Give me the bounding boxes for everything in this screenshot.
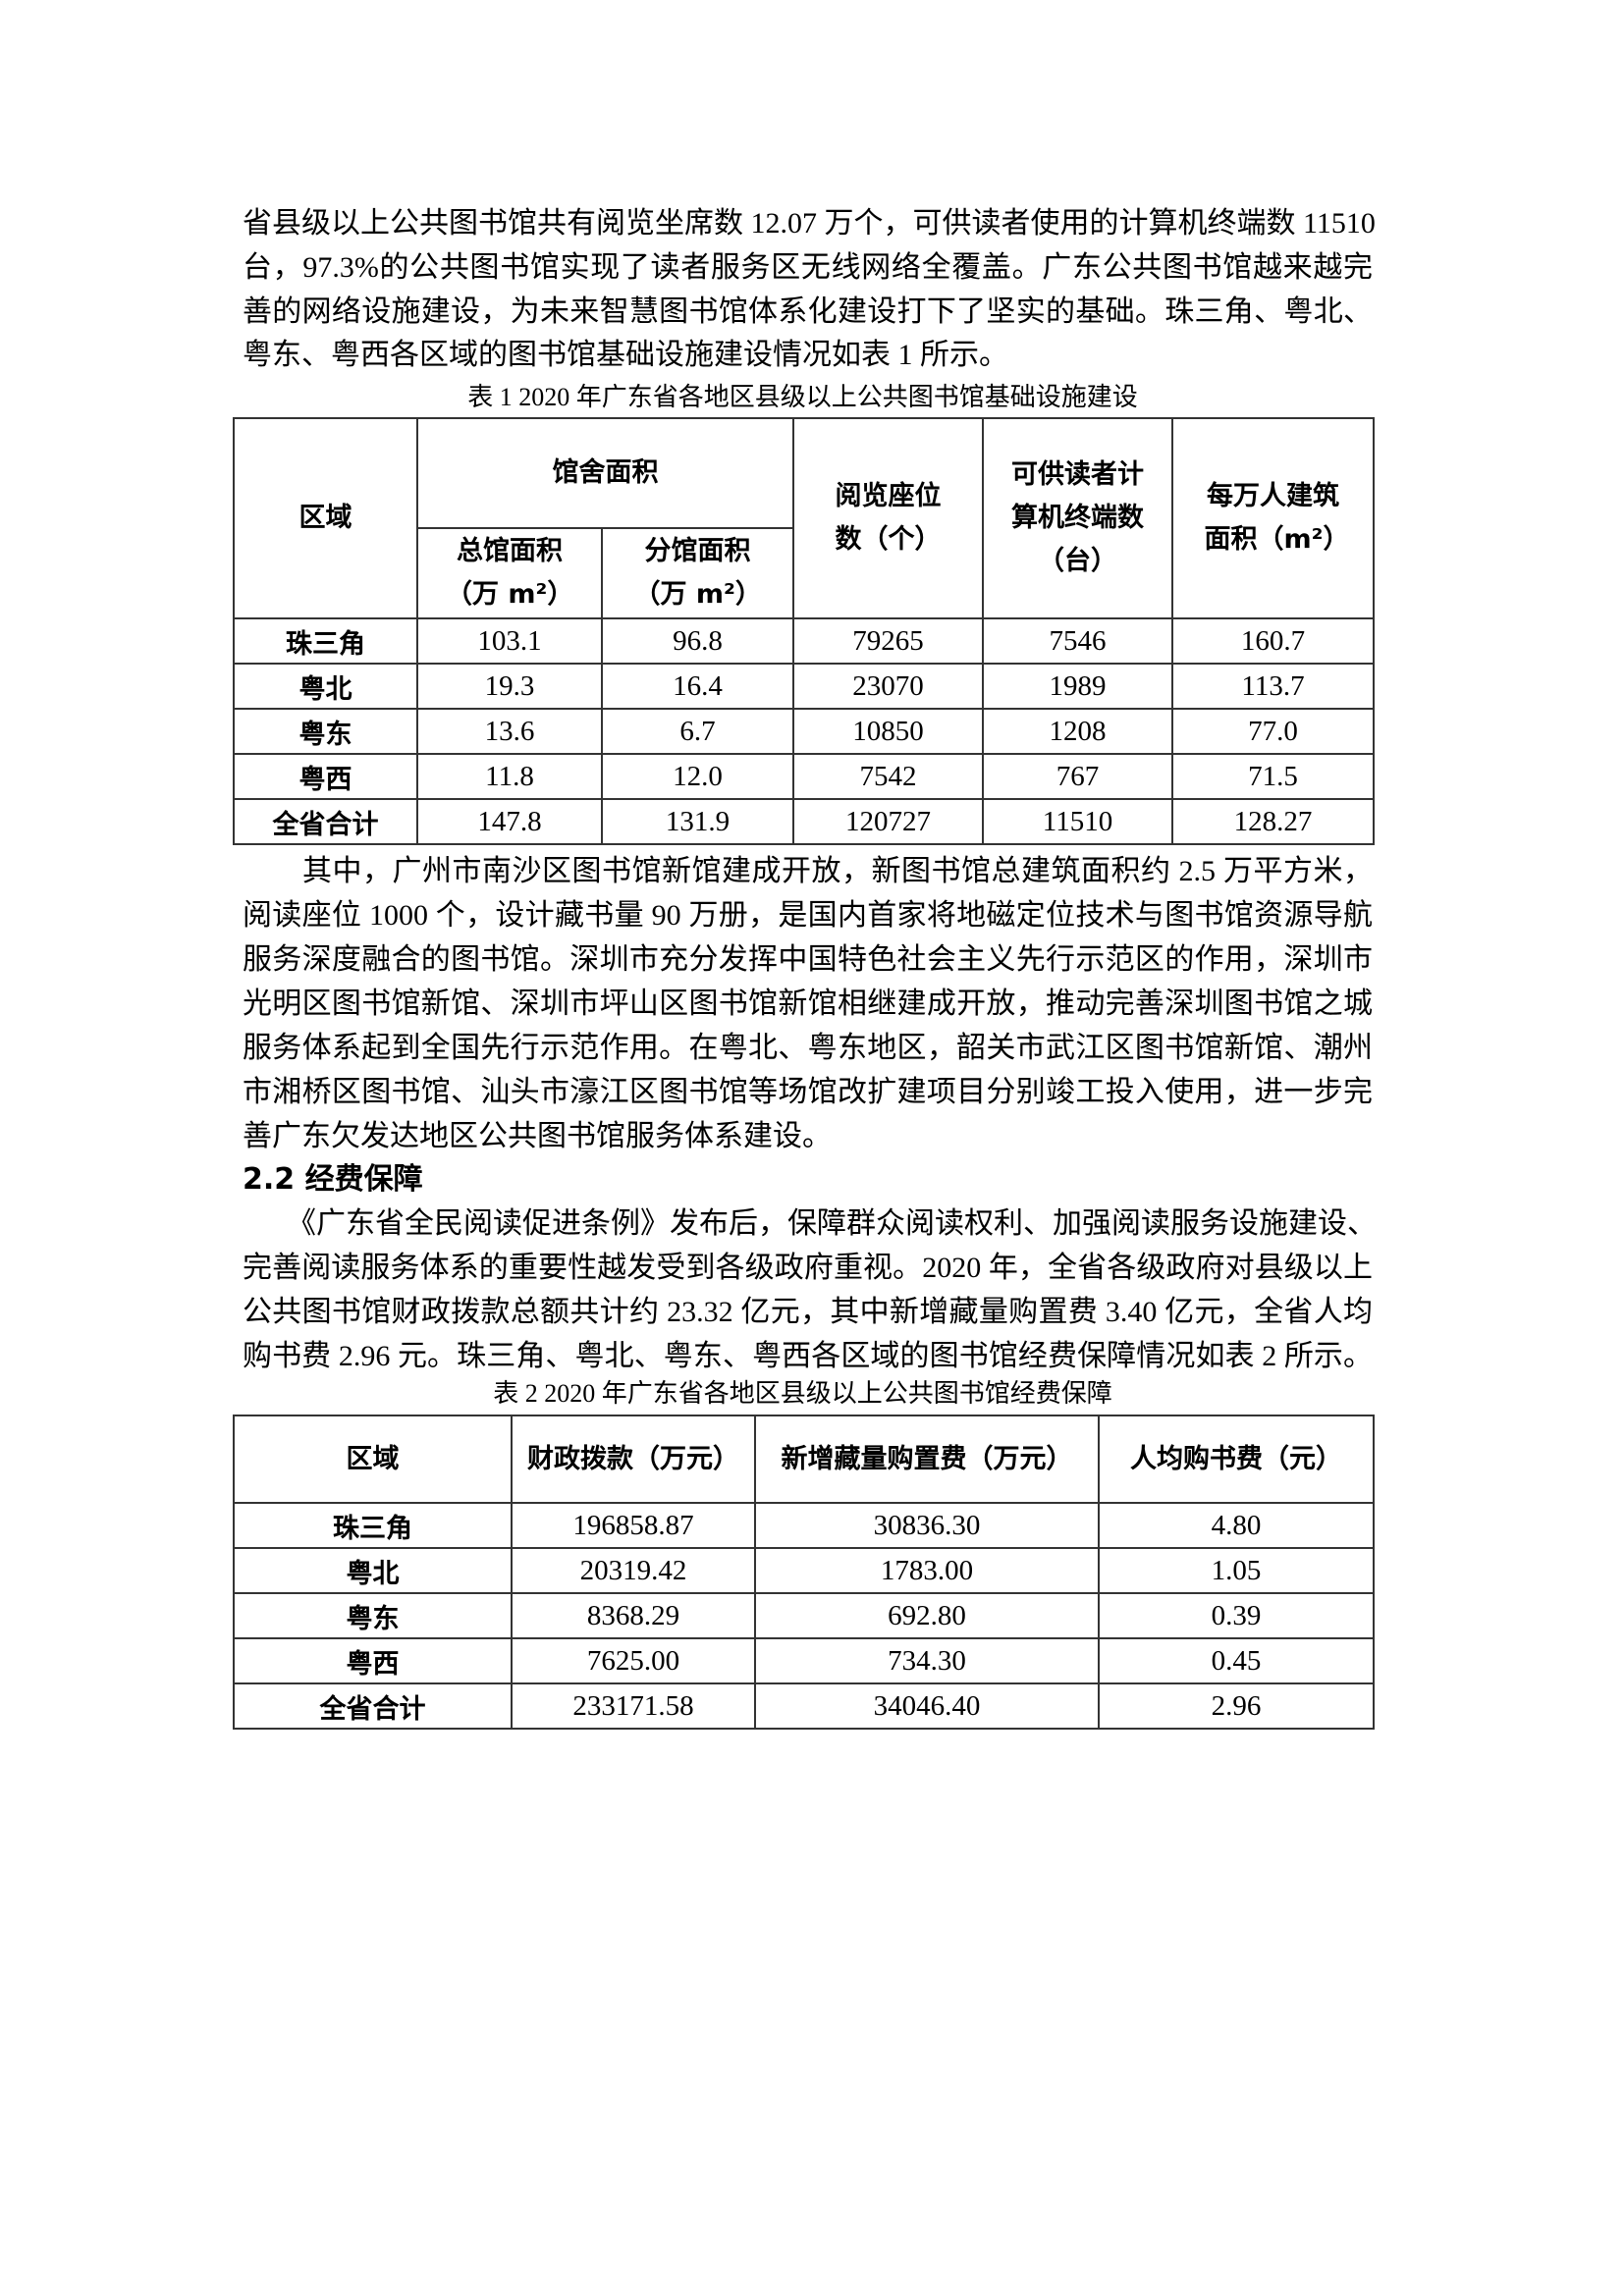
cell-per-capita: 4.80 [1098,1502,1375,1549]
cell-branch-area: 131.9 [601,798,794,845]
cell-funding: 8368.29 [511,1592,756,1639]
header-per-10k: 每万人建筑面积（m²） [1171,417,1375,619]
cell-acquisition: 734.30 [754,1637,1100,1684]
header-terminals-text: 可供读者计算机终端数（台） [1011,459,1144,576]
cell-main-area: 103.1 [416,617,603,665]
table-row: 粤西 7625.00 734.30 0.45 [233,1637,1375,1684]
text-line: 购书费 2.96 元。珠三角、粤北、粤东、粤西各区域的图书馆经费保障情况如表 2… [243,1340,1373,1372]
cell-branch-area: 6.7 [601,708,794,755]
cell-seats: 7542 [792,753,984,800]
cell-main-area: 19.3 [416,663,603,710]
cell-region: 全省合计 [233,1682,513,1730]
text-line: 善的网络设施建设，为未来智慧图书馆体系化建设打下了坚实的基础。珠三角、粤北、 [243,295,1373,328]
text-line: 服务深度融合的图书馆。深圳市充分发挥中国特色社会主义先行示范区的作用，深圳市 [243,943,1373,976]
cell-branch-area: 96.8 [601,617,794,665]
cell-per-capita: 1.05 [1098,1547,1375,1594]
text-line: 台，97.3%的公共图书馆实现了读者服务区无线网络全覆盖。广东公共图书馆越来越完 [243,251,1373,284]
cell-funding: 196858.87 [511,1502,756,1549]
cell-seats: 23070 [792,663,984,710]
cell-region: 粤北 [233,663,418,710]
cell-per-capita: 0.45 [1098,1637,1375,1684]
cell-terminals: 11510 [982,798,1173,845]
table-row: 粤北 19.3 16.4 23070 1989 113.7 [233,663,1375,710]
text-line: 省县级以上公共图书馆共有阅览坐席数 12.07 万个，可供读者使用的计算机终端数… [243,207,1376,240]
table-1-infrastructure: 区域 馆舍面积 阅览座位数（个） 可供读者计算机终端数（台） 每万人建筑面积（m… [233,417,1375,845]
cell-region: 粤东 [233,708,418,755]
text-line: 光明区图书馆新馆、深圳市坪山区图书馆新馆相继建成开放，推动完善深圳图书馆之城 [243,988,1373,1020]
cell-seats: 10850 [792,708,984,755]
header-region: 区域 [233,417,418,619]
table-2-caption: 表 2 2020 年广东省各地区县级以上公共图书馆经费保障 [493,1379,1112,1408]
cell-per-10k: 160.7 [1171,617,1375,665]
table-row: 粤北 20319.42 1783.00 1.05 [233,1547,1375,1594]
cell-per-capita: 0.39 [1098,1592,1375,1639]
header-funding: 财政拨款（万元） [511,1415,756,1504]
text-line: 其中，广州市南沙区图书馆新馆建成开放，新图书馆总建筑面积约 2.5 万平方米， [243,855,1373,887]
cell-region: 全省合计 [233,798,418,845]
header-main-area: 总馆面积（万 m²） [416,527,603,619]
cell-branch-area: 12.0 [601,753,794,800]
table-row: 全省合计 147.8 131.9 120727 11510 128.27 [233,798,1375,845]
cell-main-area: 13.6 [416,708,603,755]
table-2-funding: 区域 财政拨款（万元） 新增藏量购置费（万元） 人均购书费（元） 珠三角 1968… [233,1415,1375,1730]
header-terminals: 可供读者计算机终端数（台） [982,417,1173,619]
table-1-caption: 表 1 2020 年广东省各地区县级以上公共图书馆基础设施建设 [467,383,1138,411]
header-acquisition: 新增藏量购置费（万元） [754,1415,1100,1504]
cell-funding: 20319.42 [511,1547,756,1594]
cell-seats: 79265 [792,617,984,665]
text-line: 阅读座位 1000 个，设计藏书量 90 万册，是国内首家将地磁定位技术与图书馆… [243,899,1373,932]
header-area-group: 馆舍面积 [416,417,794,529]
text-line: 服务体系起到全国先行示范作用。在粤北、粤东地区，韶关市武江区图书馆新馆、潮州 [243,1032,1373,1064]
cell-region: 粤西 [233,1637,513,1684]
text-line: 善广东欠发达地区公共图书馆服务体系建设。 [243,1120,832,1152]
text-line: 市湘桥区图书馆、汕头市濠江区图书馆等场馆改扩建项目分别竣工投入使用，进一步完 [243,1076,1373,1108]
cell-region: 粤东 [233,1592,513,1639]
cell-seats: 120727 [792,798,984,845]
cell-acquisition: 1783.00 [754,1547,1100,1594]
header-per-10k-text: 每万人建筑面积（m²） [1204,481,1350,555]
cell-terminals: 7546 [982,617,1173,665]
header-seats: 阅览座位数（个） [792,417,984,619]
header-branch-area-text: 分馆面积（万 m²） [633,536,762,610]
table-row: 粤东 13.6 6.7 10850 1208 77.0 [233,708,1375,755]
cell-acquisition: 30836.30 [754,1502,1100,1549]
text-line: 公共图书馆财政拨款总额共计约 23.32 亿元，其中新增藏量购置费 3.40 亿… [243,1296,1373,1328]
cell-region: 珠三角 [233,1502,513,1549]
header-region: 区域 [233,1415,513,1504]
section-heading: 2.2 经费保障 [243,1162,423,1197]
cell-region: 珠三角 [233,617,418,665]
cell-per-10k: 77.0 [1171,708,1375,755]
header-main-area-text: 总馆面积（万 m²） [446,536,574,610]
table-row: 粤西 11.8 12.0 7542 767 71.5 [233,753,1375,800]
cell-funding: 7625.00 [511,1637,756,1684]
cell-terminals: 767 [982,753,1173,800]
table-row: 珠三角 103.1 96.8 79265 7546 160.7 [233,617,1375,665]
cell-main-area: 11.8 [416,753,603,800]
cell-per-10k: 128.27 [1171,798,1375,845]
table-row: 粤东 8368.29 692.80 0.39 [233,1592,1375,1639]
cell-terminals: 1989 [982,663,1173,710]
cell-region: 粤西 [233,753,418,800]
cell-acquisition: 692.80 [754,1592,1100,1639]
header-branch-area: 分馆面积（万 m²） [601,527,794,619]
text-line: 粤东、粤西各区域的图书馆基础设施建设情况如表 1 所示。 [243,339,1008,371]
table-row: 珠三角 196858.87 30836.30 4.80 [233,1502,1375,1549]
cell-per-10k: 71.5 [1171,753,1375,800]
header-seats-text: 阅览座位数（个） [835,481,942,555]
cell-region: 粤北 [233,1547,513,1594]
cell-per-capita: 2.96 [1098,1682,1375,1730]
cell-branch-area: 16.4 [601,663,794,710]
table-row: 全省合计 233171.58 34046.40 2.96 [233,1682,1375,1730]
cell-per-10k: 113.7 [1171,663,1375,710]
cell-terminals: 1208 [982,708,1173,755]
cell-main-area: 147.8 [416,798,603,845]
text-line: 《广东省全民阅读促进条例》发布后，保障群众阅读权利、加强阅读服务设施建设、 [243,1207,1377,1240]
text-line: 完善阅读服务体系的重要性越发受到各级政府重视。2020 年，全省各级政府对县级以… [243,1252,1373,1284]
cell-funding: 233171.58 [511,1682,756,1730]
cell-acquisition: 34046.40 [754,1682,1100,1730]
header-per-capita: 人均购书费（元） [1098,1415,1375,1504]
